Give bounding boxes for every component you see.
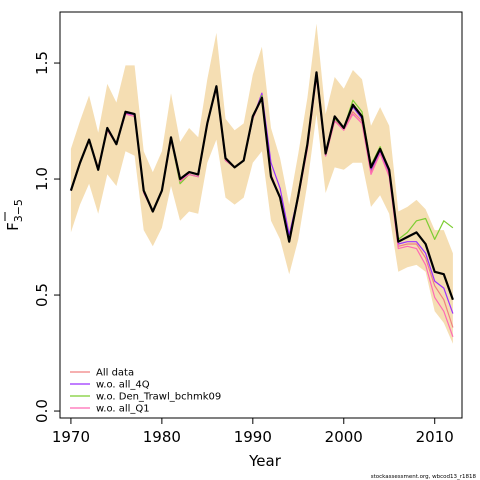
- y-tick-label-3: 1.5: [33, 51, 51, 75]
- svg-text:F3−5: F3−5: [4, 199, 25, 231]
- uncertainty-band-layer: [70, 23, 453, 344]
- y-axis-title-main: F: [4, 222, 22, 231]
- y-tick-label-0: 0.0: [33, 399, 51, 423]
- x-tick-label-2000: 2000: [325, 428, 363, 446]
- legend-label-w-o-den-trawl-bchmk09: w.o. Den_Trawl_bchmk09: [96, 392, 221, 403]
- x-tick-label-1980: 1980: [143, 428, 181, 446]
- y-tick-label-2: 1.0: [33, 167, 51, 191]
- series-layer: [69, 71, 454, 338]
- plot-frame: [59, 11, 463, 419]
- x-axis: 1970 1980 1990 2000 2010: [52, 418, 454, 446]
- y-axis-title-sub: 3−5: [12, 199, 25, 222]
- legend-label-all-data: All data: [96, 368, 134, 379]
- legend-label-w-o-all-4q: w.o. all_4Q: [96, 380, 150, 391]
- series-line-main: [69, 71, 454, 301]
- x-tick-label-1970: 1970: [52, 428, 90, 446]
- x-tick-label-2010: 2010: [416, 428, 454, 446]
- legend-label-w-o-all-q1: w.o. all_Q1: [96, 404, 150, 415]
- y-axis-title: F3−5: [4, 199, 25, 231]
- x-tick-label-1990: 1990: [234, 428, 272, 446]
- x-axis-title: Year: [248, 452, 282, 470]
- y-axis: 0.0 0.5 1.0 1.5: [33, 51, 60, 423]
- confidence-band: [70, 23, 453, 344]
- y-tick-label-1: 0.5: [33, 283, 51, 307]
- footer-credit: stockassessment.org, wbcod13_r1818: [371, 474, 477, 480]
